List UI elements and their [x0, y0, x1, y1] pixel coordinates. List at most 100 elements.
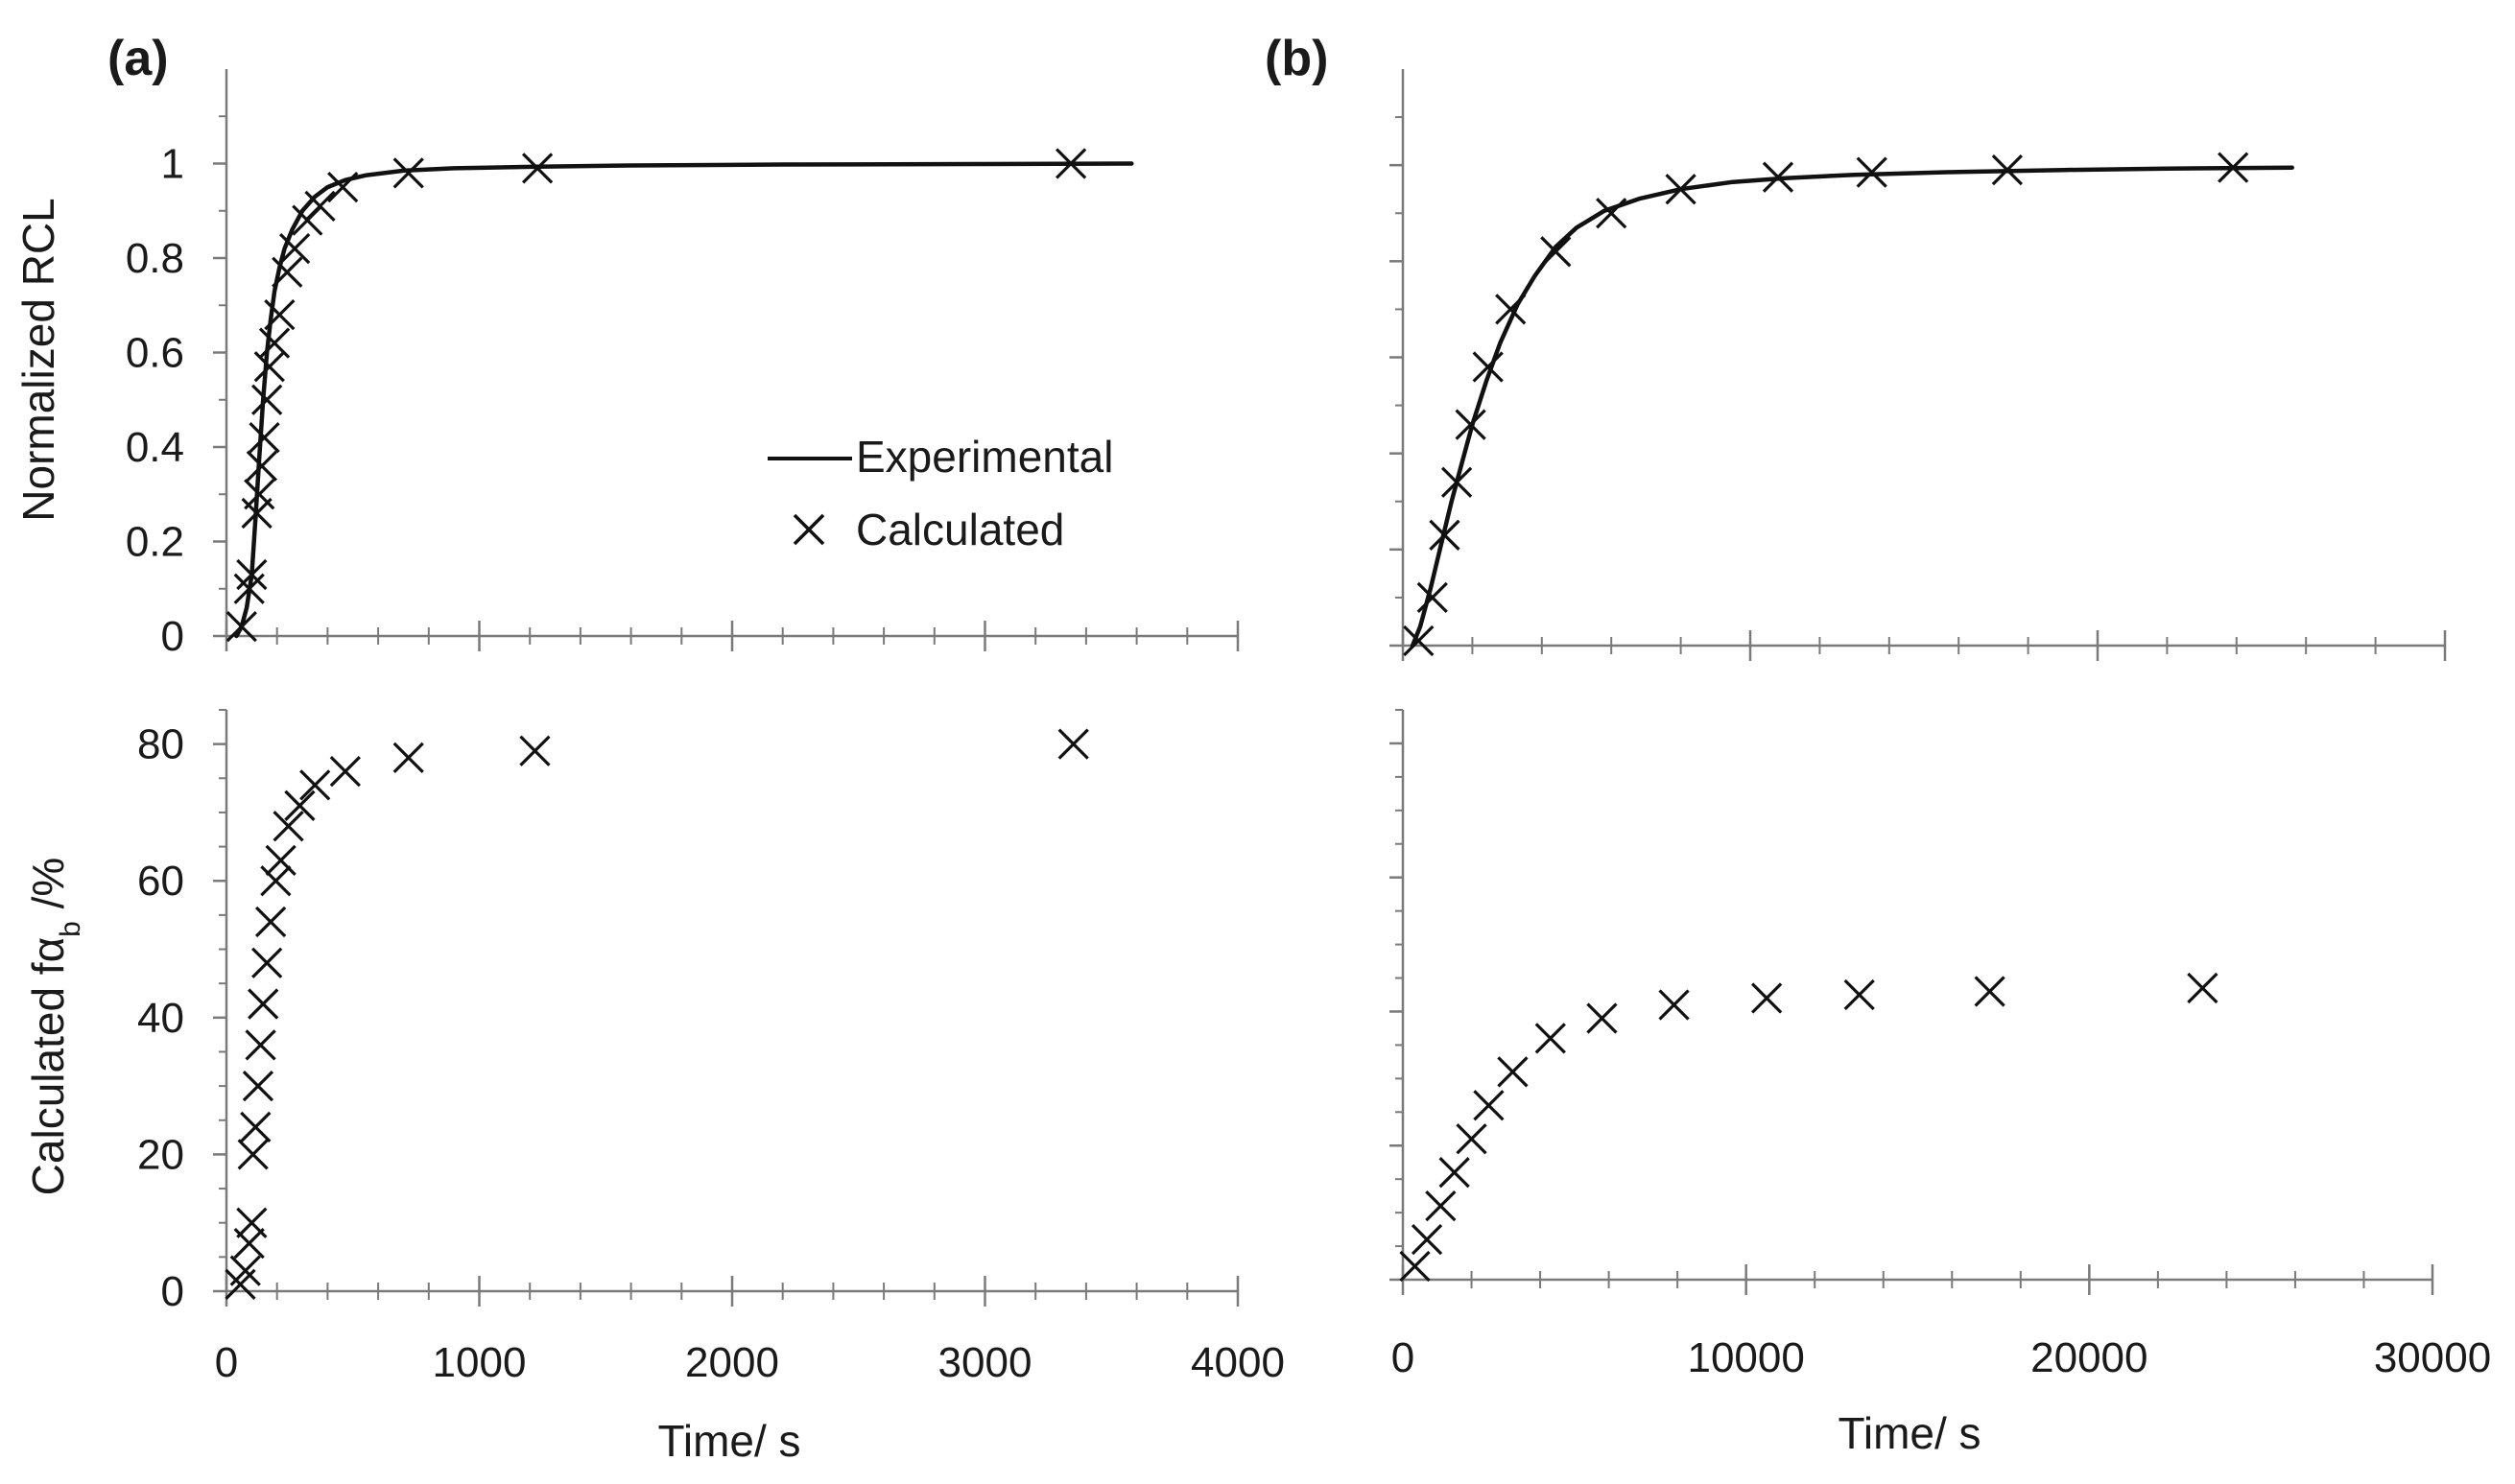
ylabel-calculated-fab-prefix: Calculated f: [23, 962, 73, 1195]
y-tick-label-a-bottom: 40: [137, 995, 184, 1042]
calculated-x-marker-a-top: [327, 171, 359, 203]
y-tick-label-a-bottom: 60: [137, 858, 184, 905]
calculated-x-marker-a-bottom: [284, 789, 316, 821]
calculated-x-marker-a-bottom: [229, 1255, 261, 1286]
x-marker-stroke-b: [1057, 728, 1089, 760]
x-marker-stroke-b: [241, 497, 273, 530]
x-marker-stroke-b: [237, 1139, 269, 1170]
calculated-x-marker-b-bottom: [1750, 982, 1783, 1014]
plot-b-normalized-rcl: [1389, 69, 2447, 661]
calculated-x-marker-b-top: [1495, 294, 1527, 325]
calculated-x-marker-a-bottom: [254, 906, 287, 938]
x-marker-stroke-b: [1403, 624, 1435, 657]
calculated-x-marker-a-bottom: [519, 735, 551, 766]
x-marker-stroke-b: [327, 171, 359, 203]
ylabel-calculated-fab: Calculated fαb /%: [23, 858, 86, 1196]
calculated-x-marker-a-top: [521, 153, 554, 184]
y-tick-label-a-bottom: 0: [161, 1268, 184, 1315]
x-marker-stroke-b: [253, 351, 285, 383]
calculated-x-marker-b-top: [1472, 351, 1504, 383]
x-marker-stroke-b: [1843, 978, 1875, 1011]
x-tick-label-a-bottom: 0: [215, 1339, 238, 1386]
x-tick-label-a-bottom: 1000: [433, 1339, 527, 1386]
x-marker-stroke-b: [299, 769, 331, 801]
calculated-x-marker-a-bottom: [242, 1070, 274, 1102]
calculated-x-marker-b-top: [1540, 236, 1572, 268]
calculated-x-marker-b-top: [1416, 581, 1448, 614]
x-marker-stroke-b: [392, 157, 424, 189]
x-marker-stroke-b: [1974, 976, 2005, 1007]
x-tick-label-b-bottom: 30000: [2374, 1334, 2491, 1381]
calculated-x-marker-b-bottom: [1411, 1223, 1443, 1256]
x-marker-stroke-b: [1991, 154, 2024, 186]
y-tick-label-a-top: 0.6: [126, 330, 184, 377]
x-marker-stroke-b: [229, 1255, 261, 1286]
calculated-x-marker-a-top: [272, 256, 303, 288]
y-tick-label-a-bottom: 80: [137, 721, 184, 768]
x-tick-label-a-bottom: 2000: [685, 1339, 779, 1386]
x-marker-stroke-b: [1665, 174, 1696, 205]
calculated-x-marker-b-bottom: [1456, 1123, 1487, 1155]
x-tick-label-b-bottom: 0: [1391, 1334, 1414, 1381]
xlabel-a: Time/ s: [657, 1416, 800, 1466]
ylabel-normalized-rcl: Normalized RCL: [13, 198, 63, 521]
x-marker-stroke-b: [1411, 1223, 1443, 1256]
calculated-x-marker-a-bottom: [260, 865, 292, 897]
calculated-x-marker-a-top: [244, 479, 275, 510]
calculated-x-marker-a-top: [1055, 148, 1087, 179]
calculated-x-marker-a-bottom: [299, 769, 331, 801]
panel-label-b: (b): [1265, 31, 1328, 86]
x-marker-stroke-b: [1586, 1002, 1618, 1034]
calculated-x-marker-a-bottom: [251, 947, 283, 978]
ylabel-calculated-fab-subscript: b: [55, 921, 86, 937]
x-marker-stroke-b: [1455, 409, 1486, 440]
calculated-x-marker-b-top: [1665, 174, 1696, 205]
calculated-x-marker-b-bottom: [1473, 1090, 1505, 1121]
legend-x-marker: [793, 513, 825, 546]
calculated-x-marker-a-top: [264, 298, 296, 331]
x-marker-stroke-b: [519, 735, 551, 766]
y-tick-label-a-top: 0.4: [126, 424, 184, 471]
calculated-x-marker-b-top: [1429, 519, 1460, 551]
y-tick-label-a-top: 0: [161, 613, 184, 660]
x-marker-stroke-b: [233, 573, 265, 604]
calculated-x-marker-b-bottom: [1534, 1023, 1566, 1054]
x-marker-stroke-b: [265, 844, 297, 876]
x-tick-label-a-bottom: 3000: [938, 1339, 1032, 1386]
x-marker-stroke-b: [1856, 156, 1887, 188]
x-marker-stroke-b: [254, 906, 287, 938]
calculated-x-marker-a-top: [233, 573, 265, 604]
ylabel-calculated-fab-suffix: /%: [23, 858, 73, 921]
calculated-x-marker-a-bottom: [245, 1029, 276, 1061]
plot-a-calculated-fab: 0 1000 2000 3000 4000 0 20 40 60 80: [137, 709, 1285, 1386]
x-marker-stroke-b: [1658, 989, 1690, 1021]
legend-experimental-label: Experimental: [856, 432, 1113, 482]
ylabel-calculated-fab-greek: α: [23, 937, 73, 963]
calculated-x-marker-a-top: [258, 327, 291, 359]
calculated-x-marker-a-top: [249, 422, 280, 454]
calculated-x-marker-a-bottom: [273, 811, 304, 842]
calculated-x-marker-b-top: [1856, 156, 1887, 188]
x-tick-label-b-bottom: 10000: [1687, 1334, 1804, 1381]
calculated-x-marker-a-top: [225, 611, 257, 643]
x-marker-stroke-b: [260, 865, 292, 897]
calculated-x-marker-a-bottom: [248, 988, 279, 1020]
x-marker-stroke-b: [264, 298, 296, 331]
x-marker-stroke-b: [1055, 148, 1087, 179]
calculated-x-marker-b-top: [1991, 154, 2024, 186]
x-marker-stroke-b: [1456, 1123, 1487, 1155]
calculated-x-marker-b-bottom: [1658, 989, 1690, 1021]
x-marker-stroke-b: [392, 742, 424, 774]
calculated-x-marker-a-bottom: [265, 844, 297, 876]
calculated-x-marker-b-bottom: [1497, 1056, 1529, 1088]
x-marker-stroke-b: [304, 190, 336, 222]
x-marker-stroke-b: [1540, 236, 1572, 268]
x-marker-stroke-b: [1534, 1023, 1566, 1054]
x-marker-stroke-b: [1762, 161, 1794, 193]
calculated-x-marker-a-bottom: [237, 1139, 269, 1170]
y-tick-label-a-top: 0.2: [126, 519, 184, 566]
calculated-x-marker-b-bottom: [2187, 972, 2218, 1004]
x-marker-stroke-b: [272, 256, 303, 288]
